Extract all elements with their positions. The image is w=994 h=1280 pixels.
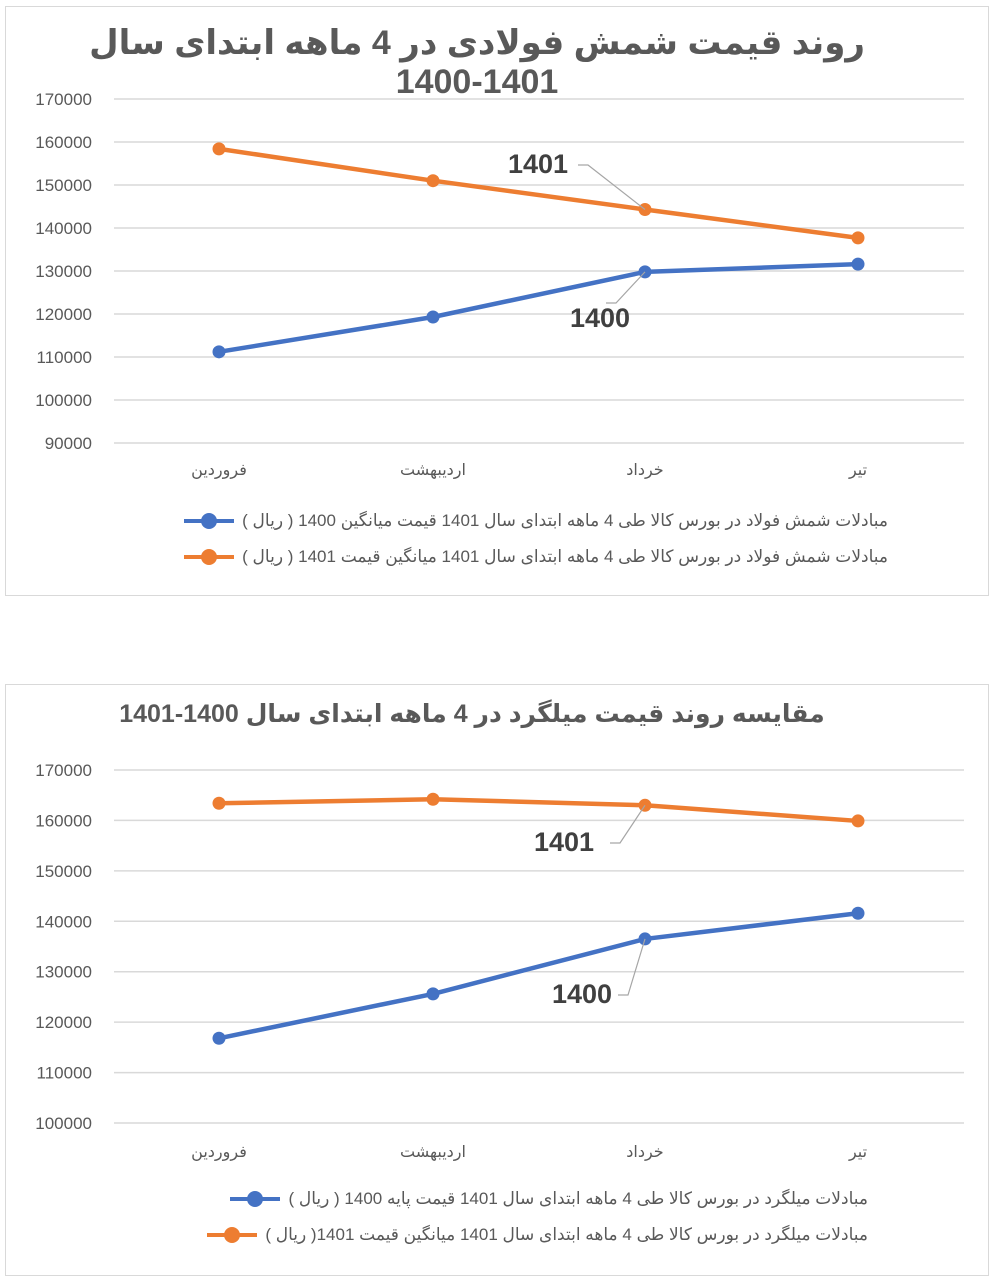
legend-item-1400: مبادلات شمش فولاد در بورس کالا طی 4 ماهه…	[184, 503, 888, 539]
chart-legend: مبادلات میلگرد در بورس کالا طی 4 ماهه اب…	[207, 1181, 868, 1253]
data-point	[212, 1031, 226, 1045]
y-tick-label: 140000	[35, 219, 92, 238]
y-tick-label: 140000	[35, 912, 92, 931]
data-point	[638, 798, 652, 812]
rebar-chart: مقایسه روند قیمت میلگرد در 4 ماهه ابتدای…	[5, 684, 989, 1276]
legend-label: مبادلات میلگرد در بورس کالا طی 4 ماهه اب…	[288, 1189, 868, 1208]
series-line-1400	[218, 261, 859, 355]
blue-line-marker-icon	[230, 1191, 281, 1207]
data-point	[851, 906, 865, 920]
data-point	[426, 987, 440, 1001]
data-point	[212, 796, 226, 810]
series-data-label: 1400	[570, 303, 630, 333]
data-point	[851, 231, 865, 245]
series-line-1401	[218, 796, 859, 824]
data-point	[212, 142, 226, 156]
y-tick-label: 170000	[35, 761, 92, 780]
y-tick-label: 120000	[35, 1013, 92, 1032]
x-tick-label: فروردین	[191, 1142, 247, 1162]
leader-line	[610, 804, 646, 844]
y-tick-label: 160000	[35, 133, 92, 152]
data-point	[426, 174, 440, 188]
series-line-1400	[218, 910, 859, 1041]
blue-line-marker-icon	[184, 513, 235, 529]
y-tick-label: 150000	[35, 862, 92, 881]
leader-line	[618, 938, 646, 996]
leader-line	[606, 271, 646, 304]
series-data-label: 1400	[552, 979, 612, 1009]
steel-ingot-chart: روند قیمت شمش فولادی در 4 ماهه ابتدای سا…	[5, 6, 989, 596]
x-tick-label: تیر	[848, 460, 867, 480]
line-plot-area: 170000 160000 150000 140000 130000 120000 1100…	[35, 90, 964, 480]
orange-line-marker-icon	[184, 549, 235, 565]
line-plot-area: 170000 160000 150000 140000 130000 120000 1100…	[35, 761, 964, 1162]
legend-label: مبادلات شمش فولاد در بورس کالا طی 4 ماهه…	[242, 511, 888, 530]
legend-label: مبادلات شمش فولاد در بورس کالا طی 4 ماهه…	[242, 547, 888, 566]
chart-legend: مبادلات شمش فولاد در بورس کالا طی 4 ماهه…	[184, 503, 888, 575]
y-tick-label: 120000	[35, 305, 92, 324]
data-point	[212, 345, 226, 359]
y-tick-label: 90000	[45, 434, 92, 453]
y-tick-label: 130000	[35, 262, 92, 281]
data-point	[426, 792, 440, 806]
x-tick-label: اردیبهشت	[400, 1142, 466, 1162]
x-tick-label: فروردین	[191, 460, 247, 480]
y-tick-label: 130000	[35, 963, 92, 982]
x-tick-label: خرداد	[626, 1142, 663, 1162]
y-tick-label: 150000	[35, 176, 92, 195]
series-data-label: 1401	[534, 827, 594, 857]
chart-title: مقایسه روند قیمت میلگرد در 4 ماهه ابتدای…	[119, 700, 825, 728]
y-tick-label: 110000	[37, 348, 92, 367]
legend-item-1401: مبادلات میلگرد در بورس کالا طی 4 ماهه اب…	[207, 1217, 868, 1253]
x-tick-label: خرداد	[626, 460, 663, 480]
legend-item-1400: مبادلات میلگرد در بورس کالا طی 4 ماهه اب…	[207, 1181, 868, 1217]
legend-item-1401: مبادلات شمش فولاد در بورس کالا طی 4 ماهه…	[184, 539, 888, 575]
y-tick-label: 100000	[35, 391, 92, 410]
leader-line	[578, 164, 646, 210]
series-data-label: 1401	[508, 149, 568, 179]
legend-label: مبادلات میلگرد در بورس کالا طی 4 ماهه اب…	[265, 1225, 868, 1244]
data-point	[426, 310, 440, 324]
x-tick-label: تیر	[848, 1142, 867, 1162]
y-tick-label: 110000	[37, 1064, 92, 1083]
chart-title: روند قیمت شمش فولادی در 4 ماهه ابتدای سا…	[89, 24, 865, 101]
y-tick-label: 100000	[35, 1114, 92, 1133]
data-point	[851, 814, 865, 828]
x-tick-label: اردیبهشت	[400, 460, 466, 480]
orange-line-marker-icon	[207, 1227, 258, 1243]
series-line-1401	[218, 146, 859, 241]
y-tick-label: 170000	[35, 90, 92, 109]
y-tick-label: 160000	[35, 811, 92, 830]
data-point	[851, 257, 865, 271]
